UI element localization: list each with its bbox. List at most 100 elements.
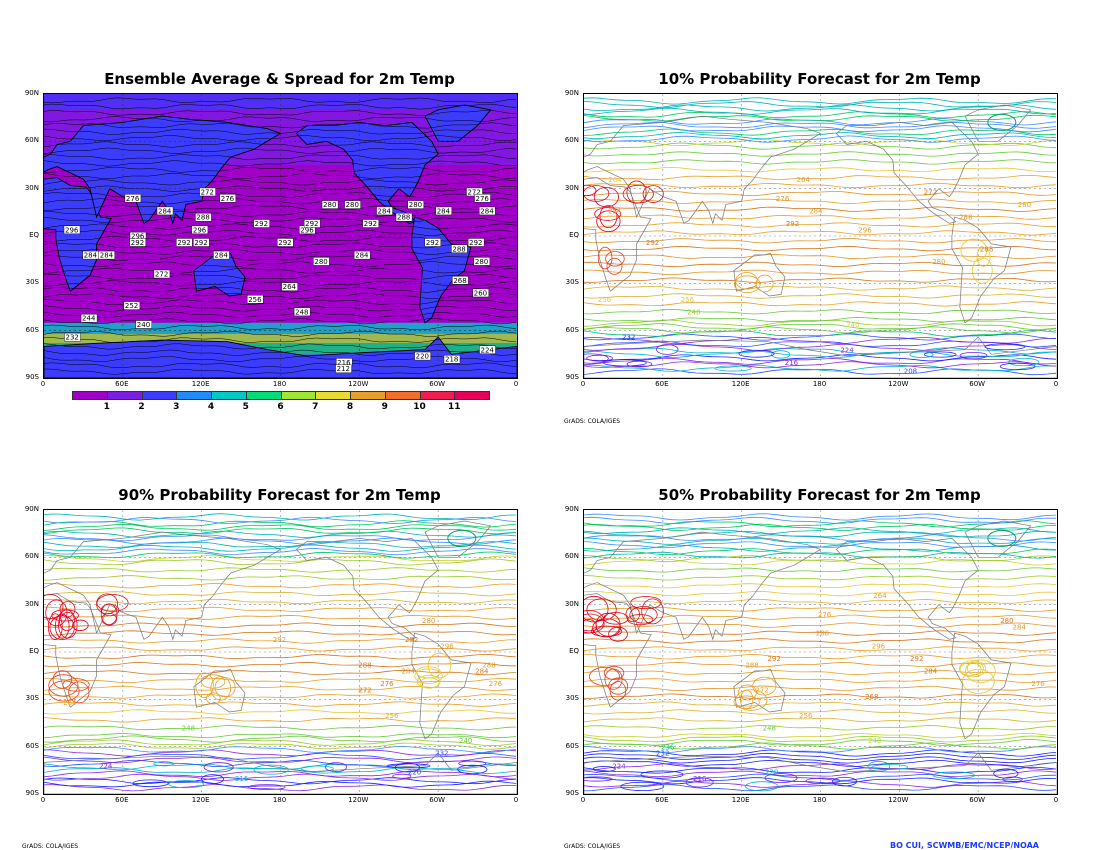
colorbar-label: 6 [271, 402, 291, 412]
contour-label: 292 [767, 655, 780, 663]
isotherm-line [44, 694, 516, 698]
isotherm-line [44, 531, 516, 537]
colorbar-label: 10 [410, 402, 430, 412]
contour-label: 240 [459, 737, 472, 745]
isotherm-line [584, 694, 1056, 699]
lat-tick-label: 30N [15, 184, 39, 192]
isotherm-line [44, 678, 516, 683]
colorbar-label: 11 [444, 402, 464, 412]
colorbar-swatch [350, 391, 386, 400]
panel4-plot: 272 276 280 284 288 292 296 292 288 284 276 268 264 2… [583, 509, 1058, 795]
contour-label: 232 [65, 334, 78, 342]
contour-label: 280 [1018, 201, 1031, 209]
contour-label: 276 [489, 680, 503, 688]
contour-label: 264 [63, 699, 77, 707]
isotherm-line [584, 362, 1056, 368]
contour-label: 284 [84, 252, 98, 260]
colorbar-label: 1 [97, 402, 117, 412]
colorbar-swatch [385, 391, 421, 400]
lon-tick-label: 0 [28, 796, 58, 804]
isotherm-line [44, 774, 516, 780]
contour-label: 292 [194, 239, 207, 247]
contour-label: 288 [816, 630, 829, 638]
lon-tick-label: 120E [726, 380, 756, 388]
isotherm-line [584, 126, 1056, 132]
contour-label: 288 [452, 245, 465, 253]
lon-tick-label: 0 [28, 380, 58, 388]
contour-label: 284 [437, 207, 451, 215]
contour-label: 224 [840, 346, 854, 354]
isotherm-line [584, 167, 1056, 172]
lat-tick-label: 60N [555, 552, 579, 560]
isotherm-line [584, 152, 1056, 157]
contour-label: 296 [858, 226, 872, 234]
isotherm-line [584, 535, 1056, 541]
contour-label: 292 [426, 239, 439, 247]
lat-tick-label: 30N [15, 600, 39, 608]
lat-tick-label: 90N [555, 89, 579, 97]
contour-label: 264 [608, 176, 622, 184]
contour-label: 284 [809, 207, 823, 215]
hot-contour [584, 186, 609, 202]
contour-label: 240 [137, 321, 150, 329]
lon-tick-label: 120W [343, 796, 373, 804]
contour-label: 296 [65, 226, 79, 234]
probability-map-svg: 2722762802842882922962922882842762722642… [44, 510, 517, 794]
colorbar-swatch [454, 391, 490, 400]
isotherm-line [584, 231, 1056, 235]
isotherm-line [584, 324, 1056, 330]
isotherm-line [584, 294, 1056, 299]
contour-label: 284 [158, 207, 172, 215]
contour-label: 244 [82, 315, 96, 323]
contour-label: 276 [476, 195, 490, 203]
coastline [296, 538, 438, 639]
coastline [952, 217, 1011, 323]
isotherm-line [584, 105, 1056, 111]
contour-label: 220 [416, 353, 429, 361]
lat-tick-label: 30N [555, 184, 579, 192]
lon-tick-label: 60W [422, 796, 452, 804]
contour-label: 292 [278, 239, 291, 247]
panel3-plot: 272 276 280 284 288 292 296 292 288 284 276 272 264 2… [43, 509, 518, 795]
isotherm-line [44, 778, 516, 784]
isotherm-line [44, 584, 516, 589]
contour-label: 240 [868, 737, 881, 745]
credit-text: BO CUI, SCWMB/EMC/NCEP/NOAA [890, 841, 1039, 850]
contour-label: 292 [364, 220, 377, 228]
isotherm-line [44, 740, 516, 746]
contour-label: 248 [295, 308, 308, 316]
contour-label: 276 [818, 611, 832, 619]
panel2-footer: GrADS: COLA/IGES [564, 418, 620, 425]
colorbar-label: 3 [166, 402, 186, 412]
colorbar-label: 9 [375, 402, 395, 412]
lat-tick-label: 60S [555, 742, 579, 750]
isotherm-line [44, 623, 516, 628]
contour-label: 276 [776, 195, 790, 203]
contour-label: 224 [99, 762, 113, 770]
lon-tick-label: 0 [568, 796, 598, 804]
colorbar-swatch [142, 391, 178, 400]
cold-contour [604, 360, 647, 366]
lat-tick-label: 60N [555, 136, 579, 144]
contour-label: 296 [440, 642, 454, 650]
contour-label: 296 [193, 226, 207, 234]
contour-label: 252 [125, 302, 138, 310]
lat-tick-label: EQ [15, 647, 39, 655]
hot-contour [102, 613, 117, 625]
lon-tick-label: 120W [343, 380, 373, 388]
isotherm-line [584, 199, 1056, 204]
panel4-footer: GrADS: COLA/IGES [564, 843, 620, 850]
panel3-title: 90% Probability Forecast for 2m Temp [43, 486, 516, 504]
contour-label: 272 [755, 687, 768, 695]
isotherm-line [44, 631, 516, 636]
contour-label: 256 [799, 712, 813, 720]
lon-tick-label: 60W [422, 380, 452, 388]
contour-label: 284 [608, 207, 622, 215]
lat-tick-label: 30S [555, 278, 579, 286]
contour-label: 280 [314, 258, 327, 266]
spread-map-svg: 272 2722802842762802842922882842842922802… [44, 94, 517, 378]
isotherm-line [584, 733, 1056, 738]
contour-label: 208 [904, 368, 917, 376]
lat-tick-label: 60S [15, 326, 39, 334]
lat-tick-label: 30S [15, 278, 39, 286]
